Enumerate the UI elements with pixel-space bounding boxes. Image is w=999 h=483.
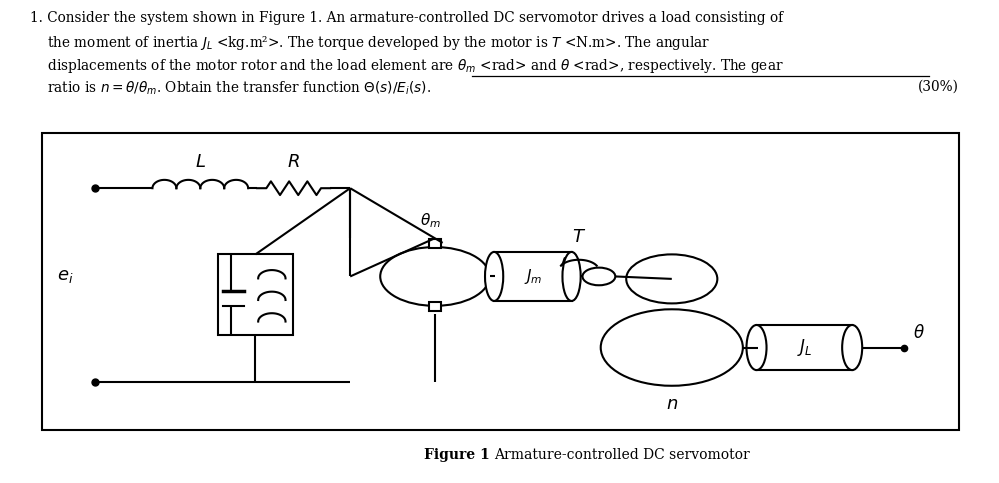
Text: $L$: $L$: [195, 153, 206, 171]
Text: (30%): (30%): [918, 80, 959, 94]
Ellipse shape: [485, 252, 503, 301]
Bar: [429, 239, 441, 248]
Bar: [429, 302, 441, 311]
Text: ratio is $n = \theta/\theta_m$. Obtain the transfer function $\Theta(s)/E_i(s)$.: ratio is $n = \theta/\theta_m$. Obtain t…: [30, 80, 432, 97]
Circle shape: [626, 255, 717, 303]
Ellipse shape: [746, 325, 766, 370]
Text: Armature-controlled DC servomotor: Armature-controlled DC servomotor: [495, 448, 750, 462]
Text: $e_i$: $e_i$: [57, 268, 73, 285]
Text: 1. Consider the system shown in Figure 1. An armature-controlled DC servomotor d: 1. Consider the system shown in Figure 1…: [30, 11, 783, 25]
Circle shape: [600, 309, 743, 386]
Bar: [756, 325, 852, 370]
Text: displacements of the motor rotor and the load element are $\theta_m$ <rad> and $: displacements of the motor rotor and the…: [30, 57, 783, 75]
Ellipse shape: [842, 325, 862, 370]
Text: the moment of inertia $J_L$ <kg.m²>. The torque developed by the motor is $T$ <N: the moment of inertia $J_L$ <kg.m²>. The…: [30, 34, 710, 52]
Text: Figure 1: Figure 1: [424, 448, 495, 462]
Ellipse shape: [562, 252, 580, 301]
Text: $J_L$: $J_L$: [796, 337, 812, 358]
Bar: [495, 252, 571, 301]
Circle shape: [582, 268, 615, 285]
Text: $J_m$: $J_m$: [523, 267, 542, 286]
Bar: [42, 133, 959, 430]
Circle shape: [381, 247, 490, 306]
Text: $n$: $n$: [665, 395, 678, 412]
Bar: [218, 255, 293, 335]
Text: $R$: $R$: [288, 153, 300, 171]
Text: $\theta$: $\theta$: [913, 324, 925, 341]
Text: $\theta_m$: $\theta_m$: [420, 211, 441, 230]
Text: $T$: $T$: [571, 228, 586, 246]
